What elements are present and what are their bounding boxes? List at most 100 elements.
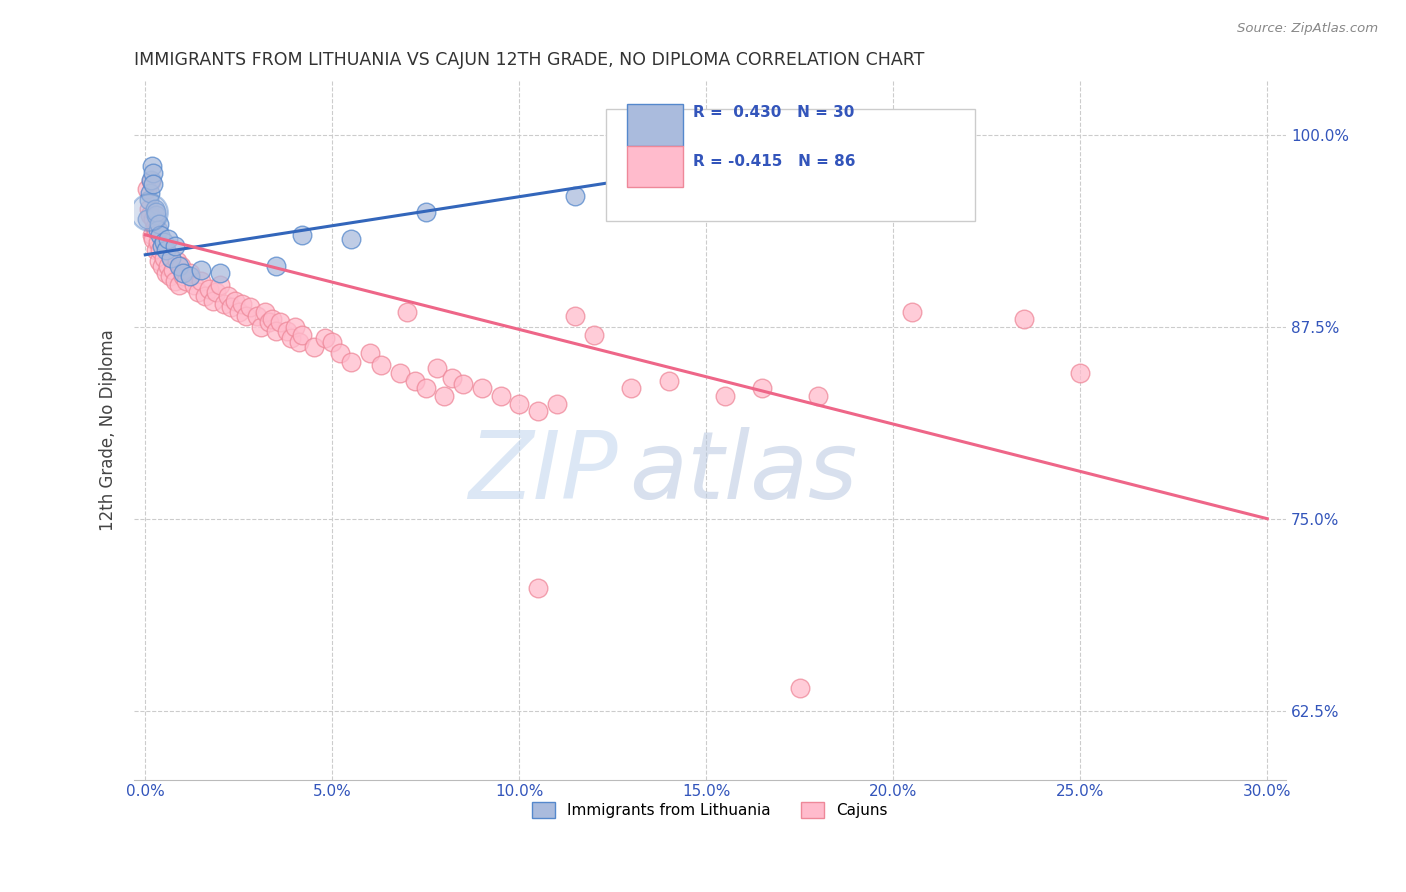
- FancyBboxPatch shape: [606, 110, 974, 221]
- Point: [209, 278, 232, 293]
- Point: [340, 232, 363, 246]
- Point: [440, 370, 463, 384]
- Point: [276, 325, 298, 339]
- Point: [149, 227, 172, 242]
- Point: [564, 189, 586, 203]
- Point: [156, 232, 179, 246]
- Point: [314, 331, 336, 345]
- Point: [148, 217, 170, 231]
- Point: [165, 238, 187, 252]
- Point: [814, 136, 837, 150]
- Point: [138, 193, 160, 207]
- Point: [302, 340, 325, 354]
- Legend: Immigrants from Lithuania, Cajuns: Immigrants from Lithuania, Cajuns: [526, 797, 894, 824]
- Point: [153, 235, 176, 250]
- Point: [901, 304, 924, 318]
- Point: [415, 381, 437, 395]
- Point: [329, 346, 352, 360]
- Point: [155, 243, 177, 257]
- Point: [183, 278, 205, 293]
- Point: [287, 335, 309, 350]
- Point: [190, 263, 212, 277]
- Point: [284, 319, 307, 334]
- Point: [150, 238, 173, 252]
- Point: [179, 269, 201, 284]
- Point: [527, 404, 550, 418]
- Point: [321, 335, 343, 350]
- Point: [142, 232, 165, 246]
- Point: [231, 297, 253, 311]
- Y-axis label: 12th Grade, No Diploma: 12th Grade, No Diploma: [100, 330, 117, 532]
- Point: [136, 212, 159, 227]
- Point: [262, 312, 284, 326]
- Point: [165, 274, 187, 288]
- Point: [150, 259, 173, 273]
- Point: [142, 177, 165, 191]
- Point: [170, 259, 193, 273]
- Point: [451, 376, 474, 391]
- Point: [148, 235, 170, 250]
- Point: [217, 289, 239, 303]
- Point: [508, 396, 530, 410]
- Point: [1012, 312, 1035, 326]
- Text: ZIP: ZIP: [468, 427, 617, 518]
- Point: [291, 327, 314, 342]
- Point: [159, 269, 181, 284]
- Point: [145, 243, 167, 257]
- Point: [148, 223, 170, 237]
- Point: [340, 355, 363, 369]
- Point: [156, 259, 179, 273]
- Point: [235, 309, 257, 323]
- Point: [546, 396, 568, 410]
- Point: [433, 389, 456, 403]
- Point: [141, 159, 163, 173]
- Point: [138, 204, 160, 219]
- Point: [620, 381, 643, 395]
- Point: [153, 251, 176, 265]
- Point: [228, 304, 250, 318]
- Point: [224, 293, 246, 308]
- Point: [166, 253, 188, 268]
- Point: [190, 274, 212, 288]
- Point: [253, 304, 276, 318]
- Point: [187, 285, 209, 299]
- Point: [138, 208, 160, 222]
- Point: [149, 243, 172, 257]
- Point: [167, 278, 190, 293]
- Point: [139, 174, 162, 188]
- Text: atlas: atlas: [630, 427, 858, 518]
- Point: [201, 293, 224, 308]
- Point: [789, 681, 811, 695]
- Point: [179, 266, 201, 280]
- Point: [194, 289, 217, 303]
- Point: [209, 266, 232, 280]
- Point: [404, 374, 426, 388]
- FancyBboxPatch shape: [627, 104, 683, 145]
- Point: [527, 581, 550, 595]
- Point: [269, 315, 291, 329]
- Point: [143, 220, 166, 235]
- Point: [239, 300, 262, 314]
- Point: [162, 263, 184, 277]
- Point: [1069, 366, 1091, 380]
- Point: [167, 259, 190, 273]
- Point: [136, 182, 159, 196]
- Point: [142, 166, 165, 180]
- Point: [198, 281, 221, 295]
- Point: [396, 304, 419, 318]
- Text: R =  0.430   N = 30: R = 0.430 N = 30: [693, 105, 853, 120]
- Point: [291, 227, 314, 242]
- Point: [471, 381, 494, 395]
- Point: [160, 251, 183, 265]
- Point: [751, 381, 773, 395]
- Point: [370, 358, 392, 372]
- Point: [489, 389, 512, 403]
- FancyBboxPatch shape: [627, 146, 683, 187]
- Point: [583, 327, 606, 342]
- Point: [264, 325, 287, 339]
- Point: [280, 331, 302, 345]
- Point: [143, 202, 166, 216]
- Point: [145, 204, 167, 219]
- Point: [807, 389, 830, 403]
- Point: [250, 319, 273, 334]
